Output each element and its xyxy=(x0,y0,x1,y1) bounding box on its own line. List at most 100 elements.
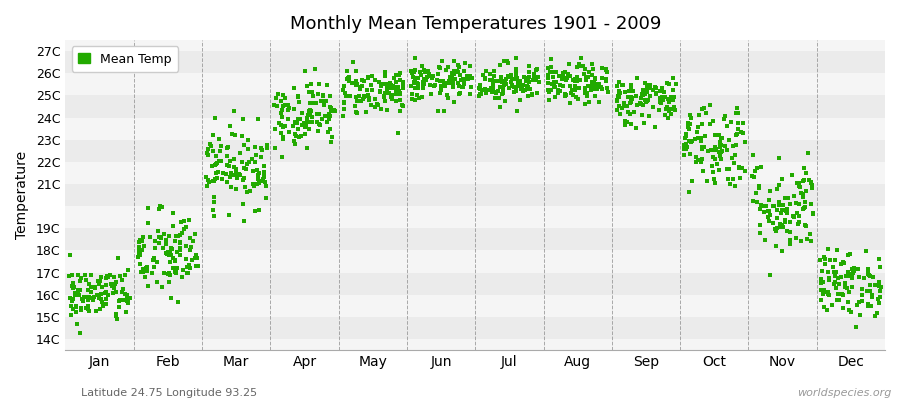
Point xyxy=(82,294,96,300)
Point xyxy=(868,282,882,288)
Point xyxy=(292,98,306,105)
Point xyxy=(729,110,743,116)
Point xyxy=(568,87,582,93)
Bar xyxy=(66,140,885,162)
Point xyxy=(846,265,860,272)
Point xyxy=(65,298,79,304)
Point xyxy=(473,82,488,88)
Point xyxy=(81,304,95,311)
Point xyxy=(304,81,319,87)
Point xyxy=(136,234,150,240)
Point xyxy=(496,90,510,96)
Point xyxy=(613,90,627,96)
Point xyxy=(872,256,886,262)
Point xyxy=(157,270,171,276)
Point xyxy=(723,181,737,187)
Point xyxy=(678,135,692,142)
Point xyxy=(611,92,625,99)
Point xyxy=(74,274,88,281)
Point xyxy=(176,274,190,280)
Point xyxy=(778,208,793,214)
Point xyxy=(705,163,719,169)
Point xyxy=(105,283,120,289)
Point xyxy=(140,268,154,274)
Point xyxy=(491,78,505,84)
Point xyxy=(222,122,237,129)
Point xyxy=(295,122,310,128)
Point xyxy=(493,104,508,110)
Point xyxy=(505,81,519,88)
Point xyxy=(433,90,447,96)
Point xyxy=(703,121,717,127)
Point xyxy=(609,98,624,104)
Point xyxy=(483,84,498,91)
Point xyxy=(706,176,721,182)
Point xyxy=(761,207,776,214)
Point xyxy=(472,91,487,98)
Point xyxy=(209,170,223,176)
Point xyxy=(95,299,110,305)
Point xyxy=(350,81,365,88)
Point xyxy=(617,89,632,95)
Point xyxy=(611,93,625,100)
Point xyxy=(495,91,509,97)
Point xyxy=(118,309,132,316)
Point xyxy=(356,96,370,102)
Point xyxy=(575,62,590,69)
Point xyxy=(586,66,600,72)
Point xyxy=(731,125,745,132)
Point xyxy=(254,144,268,151)
Point xyxy=(101,292,115,298)
Point xyxy=(281,107,295,113)
Point xyxy=(408,85,422,92)
Point xyxy=(70,321,85,327)
Point xyxy=(697,105,711,112)
Point xyxy=(620,108,634,115)
Point xyxy=(750,198,764,205)
Point xyxy=(359,87,374,94)
Point xyxy=(407,79,421,86)
Point xyxy=(553,82,567,88)
Point xyxy=(74,305,88,311)
Point xyxy=(680,131,694,138)
Point xyxy=(861,301,876,307)
Point xyxy=(558,92,572,99)
Point xyxy=(266,102,281,108)
Y-axis label: Temperature: Temperature xyxy=(15,151,29,239)
Point xyxy=(522,74,536,80)
Point xyxy=(636,86,651,93)
Point xyxy=(689,129,704,135)
Point xyxy=(508,69,523,75)
Point xyxy=(238,184,252,190)
Point xyxy=(767,202,781,209)
Point xyxy=(349,78,364,84)
Point xyxy=(189,252,203,258)
Point xyxy=(634,112,649,118)
Point xyxy=(122,267,136,274)
Point xyxy=(825,301,840,308)
Point xyxy=(110,316,124,322)
Point xyxy=(716,148,730,154)
Point xyxy=(612,92,626,98)
Point xyxy=(701,148,716,154)
Point xyxy=(173,239,187,245)
Point xyxy=(437,80,452,86)
Point xyxy=(498,78,512,85)
Point xyxy=(609,97,624,104)
Point xyxy=(649,90,663,96)
Point xyxy=(350,98,365,105)
Point xyxy=(68,309,83,316)
Point xyxy=(378,69,392,76)
Point xyxy=(662,108,676,114)
Point xyxy=(861,302,876,309)
Point xyxy=(566,92,580,98)
Point xyxy=(259,182,274,189)
Point xyxy=(838,272,852,279)
Point xyxy=(364,102,378,108)
Point xyxy=(771,202,786,209)
Point xyxy=(545,74,560,80)
Point xyxy=(591,99,606,105)
Point xyxy=(717,143,732,150)
Point xyxy=(772,198,787,205)
Point xyxy=(624,120,638,127)
